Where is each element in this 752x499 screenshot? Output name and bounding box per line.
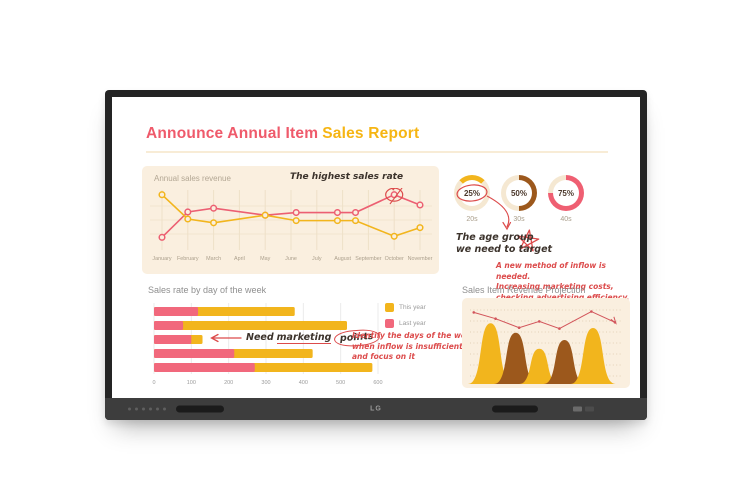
identify-line1: Identify the days of the week <box>352 331 477 340</box>
svg-text:October: October <box>385 256 404 262</box>
page-title-part2: Sales Report <box>322 125 420 142</box>
svg-text:July: July <box>312 256 322 262</box>
identify-line2: when inflow is insufficient <box>352 341 463 351</box>
page-title: Announce Annual Item Sales Report <box>146 125 419 143</box>
page-title-part1: Announce Annual Item <box>146 125 319 142</box>
identify-note: Identify the days of the week when inflo… <box>352 331 476 363</box>
projection-panel <box>462 298 630 388</box>
annual-sales-panel: Annual sales revenue The highest sales r… <box>142 166 439 274</box>
legend-last-year: Last year <box>385 319 426 328</box>
donut-20s: 25% 20s <box>454 175 490 223</box>
svg-text:100: 100 <box>187 380 196 386</box>
inflow-line3: checking advertising efficiency. <box>496 292 630 302</box>
marketing-note-text: Need marketing points <box>246 328 381 348</box>
svg-text:300: 300 <box>261 380 270 386</box>
donut-40s: 75% 40s <box>548 175 584 223</box>
inflow-note: A new method of inflow is needed. Increa… <box>496 261 640 303</box>
legend-swatch <box>385 319 394 328</box>
donut-label: 20s <box>466 216 478 223</box>
donut-label: 30s <box>513 216 525 223</box>
donut-30s: 50% 30s <box>501 175 537 223</box>
svg-text:400: 400 <box>299 380 308 386</box>
marketing-note: Need marketing points <box>208 328 381 348</box>
svg-text:0: 0 <box>152 380 155 386</box>
bar-chart-legend: This year Last year <box>385 303 426 335</box>
svg-text:May: May <box>260 256 270 262</box>
donut-value: 50% <box>510 188 527 198</box>
annual-sales-line-chart: January February March April May June July Augu… <box>150 188 433 262</box>
control-buttons[interactable] <box>128 407 166 411</box>
donut-label: 40s <box>560 216 572 223</box>
inflow-line2: Increasing marketing costs, <box>496 282 614 291</box>
donut-value: 75% <box>557 188 574 198</box>
age-group-note: The age group we need to target <box>456 232 552 256</box>
donut-value: 25% <box>463 188 480 198</box>
identify-line3: and focus on it <box>352 352 415 361</box>
svg-text:August: August <box>334 256 351 262</box>
projection-area-chart <box>467 309 622 384</box>
legend-label: This year <box>399 304 426 311</box>
svg-text:February: February <box>177 256 199 262</box>
side-ports <box>573 406 594 412</box>
annual-sales-label: Annual sales revenue <box>154 174 231 183</box>
age-group-line2: we need to target <box>456 244 553 255</box>
svg-text:September: September <box>355 256 382 262</box>
inflow-line1: A new method of inflow is needed. <box>496 261 606 281</box>
legend-label: Last year <box>399 320 426 327</box>
brand-logo: LG <box>370 405 382 413</box>
left-arrow-icon <box>210 333 242 343</box>
speaker-grille-right <box>492 405 538 413</box>
svg-text:January: January <box>152 256 171 262</box>
highest-sales-annotation: The highest sales rate <box>290 172 404 182</box>
svg-text:200: 200 <box>224 380 233 386</box>
svg-text:March: March <box>206 256 221 262</box>
projection-title: Sales Item Revenue Projection <box>462 285 586 295</box>
display-screen: Announce Annual Item Sales Report Annual … <box>112 97 640 398</box>
age-group-donuts: 25% 20s 50% 30s 75% 40s <box>454 175 584 223</box>
bezel-control-bar: LG <box>105 398 647 420</box>
svg-text:500: 500 <box>336 380 345 386</box>
age-group-line1: The age group <box>456 232 534 243</box>
svg-text:June: June <box>285 256 297 262</box>
svg-text:November: November <box>408 256 433 262</box>
monitor-frame: Announce Annual Item Sales Report Annual … <box>105 90 647 420</box>
speaker-grille-left <box>176 405 224 413</box>
title-divider <box>146 151 608 153</box>
legend-this-year: This year <box>385 303 426 312</box>
marketing-word-marketing: marketing <box>276 332 332 344</box>
bar-chart-title: Sales rate by day of the week <box>148 285 267 295</box>
legend-swatch <box>385 303 394 312</box>
sales-rate-bar-chart: 0 100 200 300 400 500 600 <box>152 303 383 386</box>
svg-text:600: 600 <box>373 380 382 386</box>
svg-text:April: April <box>234 256 245 262</box>
marketing-word-need: Need <box>246 332 274 343</box>
